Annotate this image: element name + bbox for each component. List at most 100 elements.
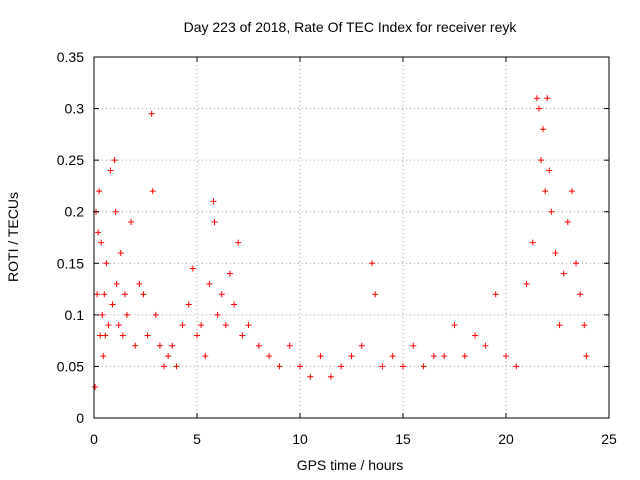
data-point [560,270,567,277]
data-point [461,353,468,360]
y-tick-label: 0.3 [65,101,85,117]
data-point [297,363,303,370]
data-point [115,322,122,329]
data-point [338,363,345,370]
y-tick-label: 0 [76,410,84,426]
data-point [96,188,103,195]
x-tick-label: 0 [90,431,98,447]
data-point [94,291,101,298]
x-tick-label: 25 [601,431,617,447]
data-point [97,332,104,339]
data-point [218,291,225,298]
y-tick-label: 0.25 [57,152,84,168]
data-point [107,167,114,174]
data-point [101,291,108,298]
data-point [389,353,396,360]
data-point [564,219,571,226]
data-point [581,322,588,329]
data-point [226,270,233,277]
data-point [211,219,218,226]
y-axis-label: ROTI / TECUs [5,192,21,282]
data-point [189,265,196,272]
data-point [92,384,99,391]
data-point [286,342,293,349]
data-point [317,353,324,360]
data-point [140,291,147,298]
data-point [529,239,536,246]
data-point [239,332,246,339]
y-tick-label: 0.35 [57,49,84,65]
data-point [100,353,107,360]
plot-frame [93,56,610,419]
data-point [185,301,192,308]
data-point [169,342,176,349]
data-point [117,249,124,256]
data-point [482,342,489,349]
data-point [542,188,549,195]
data-point [568,188,575,195]
data-point [112,208,119,215]
data-point [266,353,273,360]
grid-lines [94,57,609,418]
data-point [307,373,314,380]
data-point [148,110,155,117]
data-point [245,322,252,329]
y-tick-label: 0.15 [57,255,84,271]
data-point [165,353,172,360]
data-point [552,249,559,256]
data-point [538,157,545,164]
axis-ticks: 0 5 10 15 20 25 0 0.05 0.1 0.15 0.2 0.25 0.3 0.35 [57,49,617,447]
data-point [98,239,105,246]
data-point [420,363,427,370]
data-point [451,322,458,329]
x-axis-label: GPS time / hours [297,457,404,473]
data-point [544,95,551,102]
data-point [149,188,156,195]
data-point [255,342,262,349]
data-point [327,373,334,380]
data-point [95,229,102,236]
data-point [583,353,590,360]
data-point [111,157,118,164]
y-tick-label: 0.1 [65,307,85,323]
data-point [400,363,406,370]
data-point [206,280,213,287]
data-point [102,332,109,339]
x-tick-label: 15 [395,431,411,447]
y-tick-label: 0.05 [57,358,84,374]
data-point [113,280,120,287]
data-point [548,208,555,215]
data-point [161,363,168,370]
data-point [105,322,112,329]
data-point [173,363,180,370]
data-point [523,280,530,287]
data-point [358,342,365,349]
data-point [577,291,584,298]
data-points [92,95,590,391]
data-point [144,332,151,339]
data-point [513,363,520,370]
data-point [99,311,106,318]
data-point [231,301,238,308]
data-point [533,95,540,102]
data-point [535,105,542,112]
x-tick-label: 5 [193,431,201,447]
data-point [156,342,163,349]
data-point [573,260,580,267]
data-point [121,291,128,298]
data-point [123,311,130,318]
data-point [119,332,126,339]
data-point [152,311,159,318]
data-point [128,219,135,226]
data-point [198,322,205,329]
data-point [348,353,355,360]
data-point [136,280,143,287]
data-point [430,353,437,360]
data-point [222,322,229,329]
data-point [441,353,448,360]
x-tick-label: 20 [498,431,514,447]
data-point [194,332,200,339]
data-point [179,322,186,329]
data-point [410,342,417,349]
